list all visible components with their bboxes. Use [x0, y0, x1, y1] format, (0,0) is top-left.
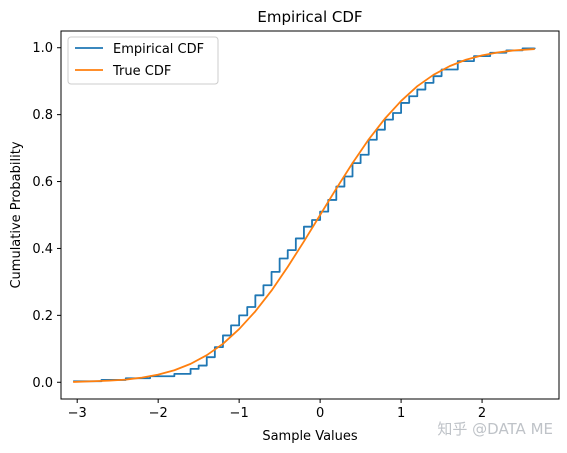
series-empirical-cdf — [73, 47, 536, 383]
legend-label-empirical: Empirical CDF — [113, 42, 204, 57]
legend-label-true: True CDF — [112, 64, 171, 79]
legend: Empirical CDF True CDF — [67, 36, 219, 85]
watermark: 知乎 @DATA ME — [437, 420, 553, 438]
series-layer — [73, 47, 536, 383]
chart-title: Empirical CDF — [257, 8, 362, 26]
x-tick-label: −3 — [68, 406, 87, 421]
x-axis-title: Sample Values — [262, 429, 358, 444]
y-tick-label: 0.0 — [32, 376, 53, 391]
legend-box — [67, 36, 219, 85]
x-tick-label: −1 — [230, 406, 249, 421]
y-tick-label: 0.8 — [32, 108, 53, 123]
y-tick-label: 0.2 — [32, 309, 53, 324]
x-tick-label: 1 — [397, 406, 405, 421]
plot-area — [60, 30, 560, 400]
y-tick-label: 0.4 — [32, 242, 53, 257]
x-tick-label: 2 — [478, 406, 486, 421]
series-true-cdf — [73, 48, 535, 383]
x-tick-label: 0 — [316, 406, 324, 421]
y-tick-label: 1.0 — [32, 41, 53, 56]
x-tick-label: −2 — [149, 406, 168, 421]
y-axis-title: Cumulative Probability — [9, 141, 24, 288]
y-tick-label: 0.6 — [32, 175, 53, 190]
ticks-layer: −3 −2 −1 0 1 2 0.0 0.2 0.4 0.6 0.8 1.0 — [32, 41, 486, 421]
